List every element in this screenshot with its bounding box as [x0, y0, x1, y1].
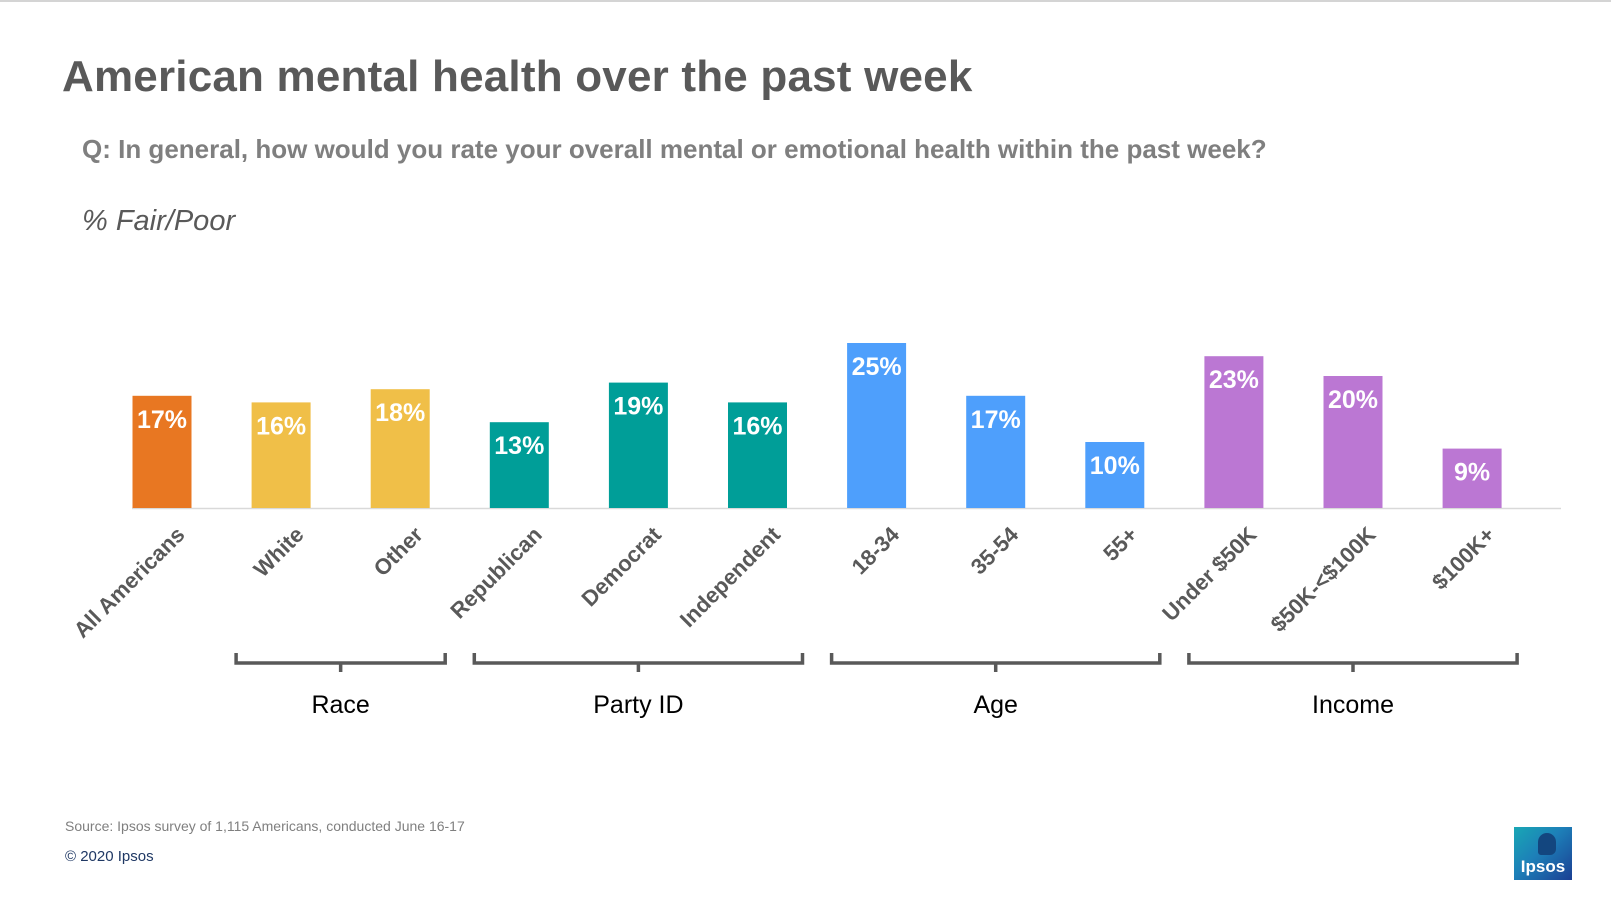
group-label: Income — [1312, 691, 1394, 719]
data-label: 20% — [1328, 386, 1378, 414]
group-bracket — [234, 653, 447, 672]
category-tick-label: Other — [369, 522, 428, 581]
data-label: 19% — [613, 393, 663, 421]
data-label: 17% — [137, 406, 187, 434]
category-tick-label: Republican — [445, 522, 547, 624]
group-bracket — [1187, 653, 1519, 672]
data-label: 10% — [1090, 452, 1140, 480]
group-bracket — [472, 653, 805, 672]
data-label: 18% — [375, 399, 425, 427]
bar — [1204, 356, 1264, 508]
source-note: Source: Ipsos survey of 1,115 Americans,… — [65, 818, 465, 834]
bar — [608, 382, 668, 508]
bar — [728, 402, 787, 508]
data-label: 9% — [1454, 459, 1490, 487]
top-rule — [0, 0, 1611, 2]
bar — [966, 395, 1026, 508]
data-label: 13% — [494, 432, 544, 460]
ipsos-logo: Ipsos — [1514, 827, 1572, 880]
bar — [251, 402, 311, 508]
category-tick-label: Under $50K — [1157, 522, 1261, 626]
group-bracket — [829, 653, 1162, 672]
category-tick-label: Democrat — [576, 521, 666, 611]
category-tick-label: $100K+ — [1427, 522, 1500, 595]
logo-text: Ipsos — [1520, 857, 1566, 876]
bar — [132, 395, 192, 508]
group-label: Age — [973, 691, 1017, 719]
bar — [370, 389, 430, 508]
category-tick-label: 35-54 — [966, 521, 1024, 579]
category-tick-label: 18-34 — [847, 521, 905, 579]
category-tick-label: Independent — [675, 521, 786, 632]
category-tick-label: $50K-<$100K — [1266, 522, 1381, 637]
logo-head-icon — [1538, 833, 1556, 855]
category-tick-label: White — [249, 522, 309, 582]
category-tick-label: All Americans — [69, 522, 190, 643]
bar — [489, 422, 549, 508]
page-title: American mental health over the past wee… — [62, 52, 973, 101]
category-tick-label: 55+ — [1098, 522, 1142, 566]
bar — [1323, 376, 1383, 508]
data-label: 16% — [256, 412, 306, 440]
data-label: 16% — [732, 412, 782, 440]
group-label: Party ID — [593, 691, 683, 719]
data-label: 23% — [1209, 366, 1259, 394]
bar — [1442, 448, 1502, 508]
survey-question: Q: In general, how would you rate your o… — [82, 134, 1267, 164]
copyright-note: © 2020 Ipsos — [65, 848, 154, 865]
data-label: 25% — [852, 353, 902, 381]
measure-label: % Fair/Poor — [82, 205, 236, 237]
group-label: Race — [311, 691, 369, 719]
bar — [847, 343, 907, 508]
bar — [1085, 442, 1145, 508]
bar-chart: 17% All Americans 16% White 18% Other 13% Repub… — [69, 343, 1561, 719]
data-label: 17% — [971, 406, 1021, 434]
